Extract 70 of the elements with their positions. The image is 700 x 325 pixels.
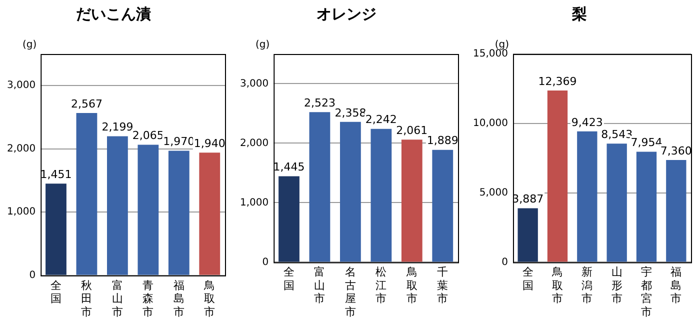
bar	[138, 144, 159, 275]
bar	[518, 208, 538, 262]
y-tick-label: 0	[262, 256, 269, 268]
data-label: 2,567	[70, 97, 102, 110]
y-axis-title: (g)	[494, 40, 510, 51]
y-tick-label: 10,000	[472, 118, 508, 129]
x-tick-label: 福島市	[670, 266, 682, 306]
y-tick-label: 3,000	[240, 78, 269, 90]
bar	[666, 160, 686, 262]
x-tick-label: 新潟市	[582, 266, 593, 306]
x-tick-label: 富山市	[112, 278, 123, 318]
y-axis-title: (g)	[255, 40, 270, 51]
data-label: 7,360	[660, 144, 692, 158]
x-tick-label: 全国	[283, 266, 294, 292]
y-tick-label: 0	[29, 270, 36, 281]
bar	[107, 136, 128, 275]
data-label: 1,451	[40, 168, 72, 181]
y-tick-label: 2,000	[6, 143, 36, 154]
x-tick-label: 名古屋市	[344, 266, 356, 318]
y-tick-label: 0	[502, 256, 508, 268]
data-label: 2,523	[304, 96, 336, 110]
data-label: 9,423	[571, 116, 603, 129]
x-tick-label: 松江市	[376, 266, 387, 306]
y-axis-title: (g)	[22, 40, 37, 51]
x-tick-label: 全国	[522, 266, 534, 292]
bar	[606, 144, 627, 262]
bar	[432, 150, 454, 262]
y-tick-label: 2,000	[240, 138, 269, 149]
bar	[340, 122, 361, 262]
data-label: 8,543	[601, 128, 633, 141]
x-tick-label: 千葉市	[437, 266, 448, 306]
bar	[76, 113, 98, 275]
data-label: 2,065	[132, 129, 164, 142]
bar	[636, 152, 657, 262]
data-label: 1,445	[273, 160, 305, 174]
data-label: 2,061	[396, 124, 428, 137]
bar	[547, 90, 568, 262]
data-label: 2,358	[334, 106, 366, 120]
y-tick-label: 3,000	[6, 80, 36, 92]
chart-title: オレンジ	[316, 4, 376, 23]
y-tick-label: 1,000	[6, 206, 36, 218]
bar	[370, 128, 392, 262]
x-tick-label: 鳥取市	[550, 266, 563, 306]
x-tick-label: 鳥取市	[405, 266, 418, 306]
x-tick-label: 青森市	[142, 278, 154, 318]
y-tick-label: 15,000	[472, 48, 508, 60]
data-label: 12,369	[538, 74, 577, 88]
bar	[168, 150, 190, 275]
data-label: 1,889	[426, 134, 458, 148]
chart-title: だいこん漬	[76, 4, 151, 23]
bar	[278, 176, 300, 262]
bar	[46, 184, 66, 275]
y-tick-label: 5,000	[479, 187, 508, 198]
data-label: 1,940	[194, 137, 226, 150]
data-label: 2,199	[102, 120, 134, 134]
data-label: 7,954	[630, 136, 662, 150]
x-tick-label: 宇都宮市	[641, 266, 652, 318]
bar	[309, 112, 330, 262]
chart-title: 梨	[571, 4, 587, 23]
x-tick-label: 鳥取市	[203, 278, 216, 318]
y-tick-label: 1,000	[240, 197, 269, 208]
data-label: 2,242	[365, 113, 397, 126]
bar	[401, 140, 422, 262]
x-tick-label: 山形市	[611, 266, 622, 306]
x-tick-label: 福島市	[173, 278, 184, 318]
bar	[577, 131, 598, 262]
bar	[199, 152, 220, 275]
x-tick-label: 秋田市	[81, 278, 92, 318]
x-tick-label: 富山市	[314, 266, 326, 306]
x-tick-label: 全国	[50, 278, 62, 306]
